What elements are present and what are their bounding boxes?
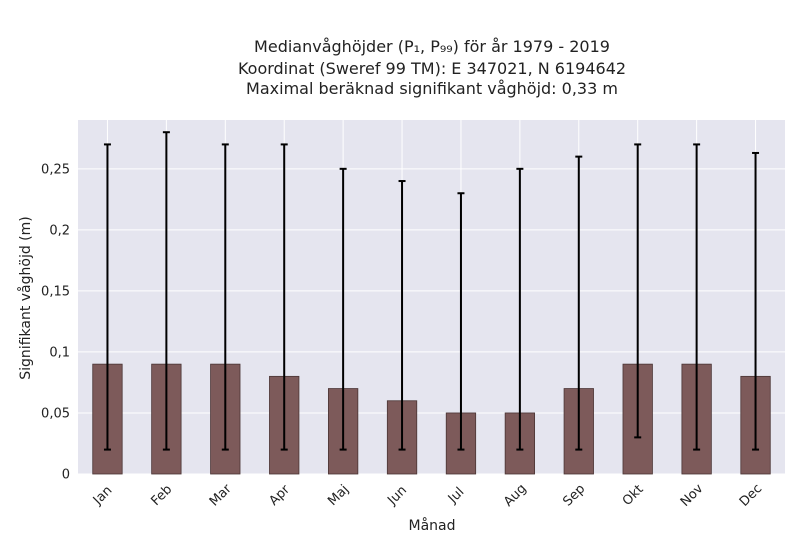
- x-tick-label-okt: Okt: [620, 482, 647, 509]
- error-bar-aug: [516, 167, 524, 451]
- error-bar-okt: [634, 143, 642, 439]
- chart-subtitle-max-height: Maximal beräknad signifikant våghöjd: 0,…: [246, 79, 618, 98]
- x-tick-label-jul: Jul: [445, 485, 467, 507]
- error-bars: [103, 131, 760, 451]
- chart-title: Medianvåghöjder (P₁, P₉₉) för år 1979 - …: [254, 37, 610, 56]
- grid-horizontal: [78, 168, 785, 475]
- x-tick-label-apr: Apr: [266, 482, 293, 509]
- error-bar-nov: [693, 143, 701, 451]
- error-bar-maj: [339, 167, 347, 451]
- error-bar-jan: [103, 143, 111, 451]
- error-bar-dec: [752, 151, 760, 451]
- y-axis-label: Signifikant våghöjd (m): [17, 216, 34, 379]
- error-bar-feb: [162, 131, 170, 451]
- y-tick-label: 0,2: [49, 223, 70, 238]
- x-tick-label-maj: Maj: [325, 482, 352, 509]
- error-bar-apr: [280, 143, 288, 451]
- x-tick-label-feb: Feb: [148, 482, 175, 509]
- error-bar-jun: [398, 180, 406, 451]
- x-tick-label-jun: Jun: [384, 483, 410, 509]
- x-tick-label-jan: Jan: [90, 483, 115, 508]
- x-axis-label: Månad: [409, 517, 456, 534]
- x-tick-label-sep: Sep: [560, 482, 588, 510]
- y-tick-label: 0: [62, 468, 70, 483]
- x-tick-label-dec: Dec: [737, 481, 765, 509]
- plot-area: [78, 120, 785, 474]
- x-tick-label-nov: Nov: [678, 481, 707, 510]
- chart-subtitle-coordinates: Koordinat (Sweref 99 TM): E 347021, N 61…: [238, 59, 626, 78]
- error-bar-jul: [457, 192, 465, 451]
- y-axis-ticks: 0 0,05 0,1 0,15 0,2 0,25: [41, 162, 70, 482]
- x-axis-ticks: Jan Feb Mar Apr Maj Jun Jul Aug Sep Okt Nov Dec: [90, 481, 765, 510]
- y-tick-label: 0,1: [49, 345, 70, 360]
- x-tick-label-mar: Mar: [207, 481, 235, 509]
- error-bar-mar: [221, 143, 229, 451]
- error-bar-sep: [575, 155, 583, 451]
- y-tick-label: 0,15: [41, 284, 70, 299]
- y-tick-label: 0,25: [41, 162, 70, 177]
- y-tick-label: 0,05: [41, 406, 70, 421]
- x-tick-label-aug: Aug: [501, 481, 530, 510]
